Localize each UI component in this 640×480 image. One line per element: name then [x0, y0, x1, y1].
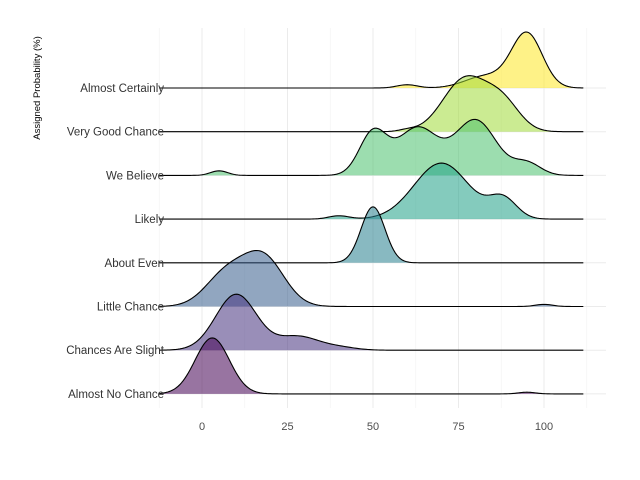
category-label: Likely [135, 214, 165, 226]
ridge-fill [159, 119, 584, 176]
category-label: Very Good Chance [67, 127, 164, 139]
ridge-little-chance [159, 249, 584, 308]
ridge-fill [159, 75, 584, 132]
x-tick-label-layer: 0 25 50 75 100 [199, 421, 553, 433]
x-tick-label: 100 [535, 421, 553, 433]
x-tick-label: 75 [452, 421, 464, 433]
ridge-fill [159, 163, 584, 220]
category-label: Chances Are Slight [66, 345, 165, 357]
ridge-outline [159, 249, 584, 308]
category-label: We Believe [106, 170, 164, 182]
ridge-outline [159, 337, 584, 395]
ridge-we-believe [159, 118, 584, 176]
ridge-layer [159, 31, 584, 395]
ridge-fill [159, 337, 584, 394]
ridge-fill [159, 206, 584, 263]
y-axis-title: Assigned Probability (%) [32, 36, 43, 140]
category-label: Almost Certainly [80, 83, 164, 95]
ridge-almost-no-chance [159, 337, 584, 395]
category-label-layer: Almost Certainly Very Good Chance We Belie… [66, 83, 165, 401]
category-label: About Even [105, 258, 164, 270]
x-tick-label: 50 [367, 421, 379, 433]
ridge-outline [159, 293, 584, 351]
ridge-chances-are-slight [159, 293, 584, 351]
category-label: Little Chance [97, 302, 164, 314]
ridge-fill [159, 294, 584, 351]
x-tick-label: 25 [281, 421, 293, 433]
ridge-almost-certainly [159, 31, 584, 89]
ridge-fill [159, 32, 584, 88]
x-tick-label: 0 [199, 421, 205, 433]
ridge-fill [159, 250, 584, 307]
ridge-outline [159, 31, 584, 89]
ridge-outline [159, 118, 584, 176]
category-label: Almost No Chance [68, 389, 164, 401]
